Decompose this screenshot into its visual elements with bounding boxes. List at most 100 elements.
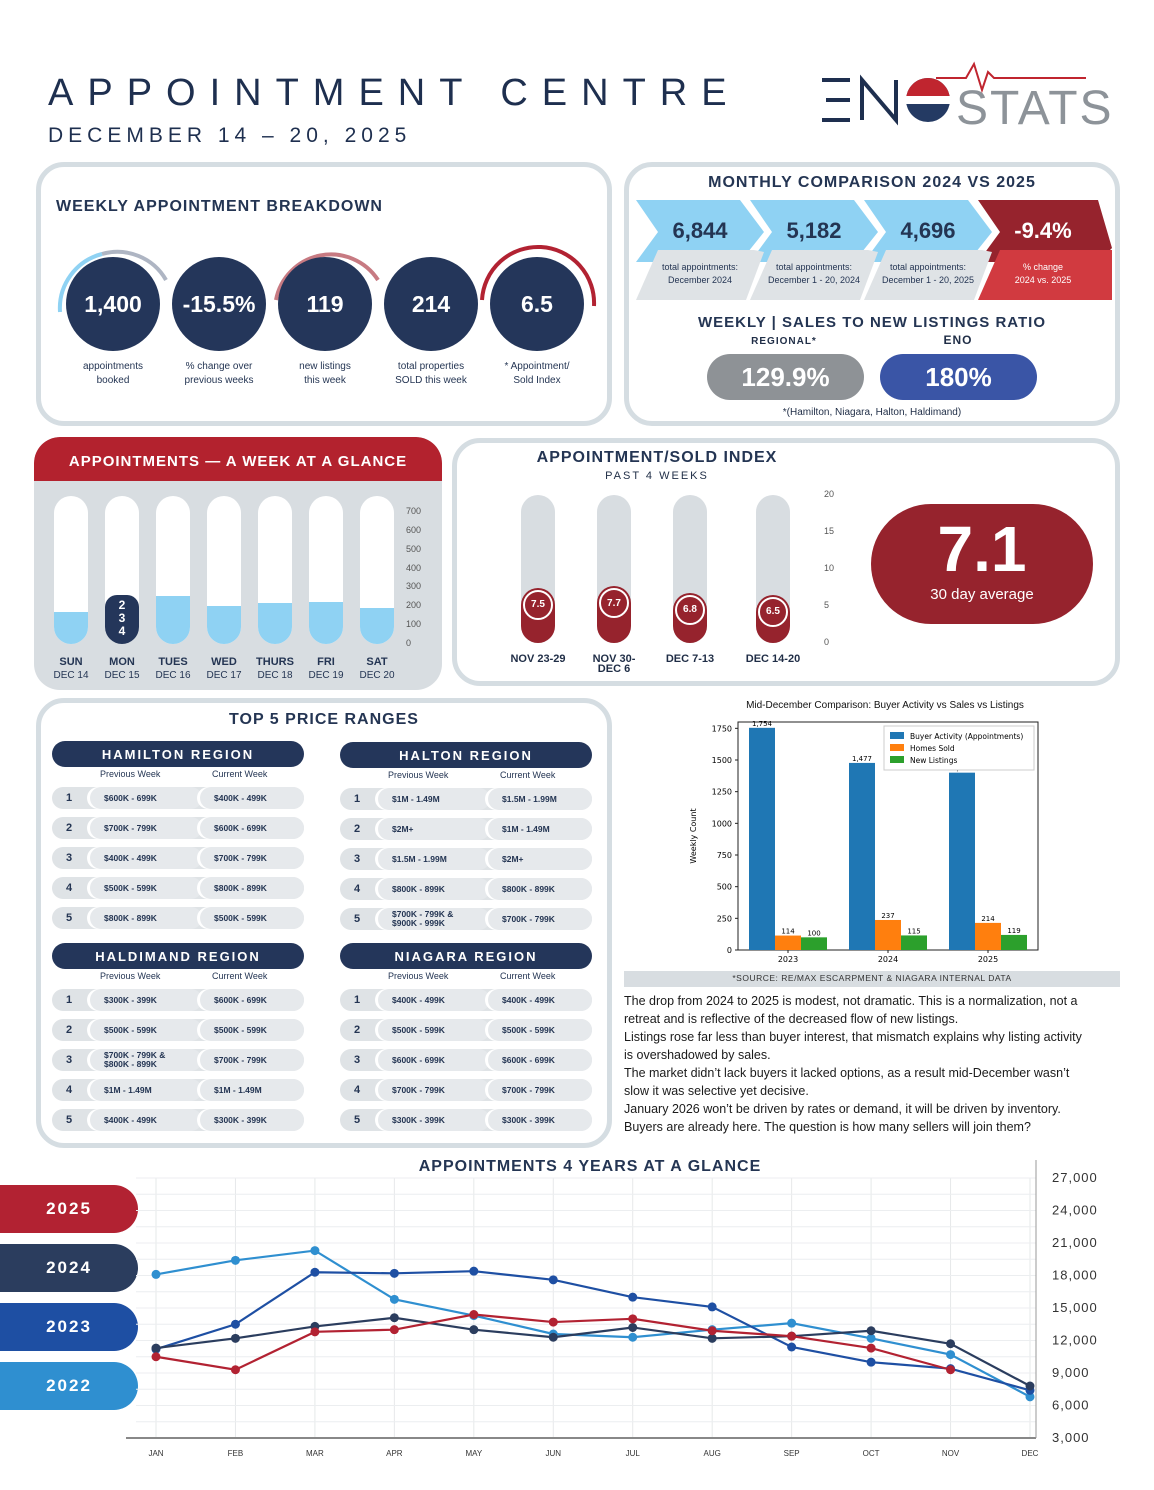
day-bar-track (54, 496, 88, 644)
legend-swatch (890, 744, 904, 751)
regional-ratio-pill: 129.9% (707, 354, 864, 400)
grouped-bar (775, 935, 801, 950)
price-rank: 1 (354, 994, 361, 1006)
regional-label: REGIONAL* (751, 336, 817, 347)
bar-value-label: 100 (807, 929, 820, 937)
price-rank: 4 (354, 883, 361, 895)
series-point-2024 (469, 1325, 479, 1335)
day-label: MON (109, 656, 135, 668)
y-tick-label: 100 (406, 619, 422, 630)
series-point-2025 (866, 1343, 876, 1353)
series-point-2023 (548, 1275, 558, 1285)
y-tick-label: 1250 (712, 788, 732, 797)
ratio-footnote: *(Hamilton, Niagara, Halton, Haldimand) (782, 407, 962, 418)
day-label: TUES (158, 656, 188, 668)
y-tick-label: 18,000 (1052, 1268, 1098, 1283)
curr-week-range: $2M+ (488, 848, 592, 870)
curr-week-header: Current Week (212, 971, 268, 981)
curr-week-range: $500K - 599K (200, 907, 304, 929)
date-label: DEC 16 (155, 670, 191, 681)
eno-ratio-pill: 180% (880, 354, 1037, 400)
region-header: NIAGARA REGION (340, 943, 592, 969)
prev-week-range: $800K - 899K (90, 907, 202, 929)
series-point-2024 (707, 1333, 717, 1343)
stat-label: total properties SOLD this week (395, 361, 467, 386)
series-point-2023 (389, 1268, 399, 1278)
grouped-bar (975, 922, 1001, 950)
grouped-bar (849, 762, 875, 950)
day-label: THURS (256, 656, 294, 668)
series-point-2024 (230, 1333, 240, 1343)
month-label: MAY (465, 1449, 482, 1458)
y-tick-label: 1750 (712, 724, 732, 733)
day-label: WED (211, 656, 237, 668)
index-category-label: DEC 14-20 (745, 653, 801, 665)
index-category-label: DEC 7-13 (665, 653, 715, 665)
source-note: *SOURCE: RE/MAX ESCARPMENT & NIAGARA INT… (732, 973, 1012, 983)
x-tick-label: 2024 (878, 955, 898, 964)
series-point-2023 (310, 1267, 320, 1277)
y-tick-label: 0 (406, 638, 412, 648)
date-label: DEC 14 (53, 670, 89, 681)
series-point-2023 (787, 1342, 797, 1352)
day-bar-track (258, 496, 292, 644)
y-tick-label: 400 (406, 562, 422, 573)
date-label: DEC 20 (359, 670, 395, 681)
grouped-bar (749, 727, 775, 950)
prev-week-range: $800K - 899K (378, 878, 490, 900)
page-title: APPOINTMENT CENTRE (48, 72, 741, 114)
price-rank: 4 (66, 882, 73, 894)
curr-week-range: $1.5M - 1.99M (488, 788, 592, 810)
series-point-2024 (548, 1332, 558, 1342)
day-bar (54, 612, 88, 644)
monthly-label: total appointments: December 1 - 20, 202… (881, 262, 975, 285)
curr-week-range: $700K - 799K (488, 1079, 592, 1101)
prev-week-header: Previous Week (388, 770, 449, 780)
monthly-label: % change 2024 vs. 2025 (1014, 262, 1072, 285)
price-rank: 3 (354, 853, 361, 865)
price-rank: 5 (66, 1114, 73, 1126)
day-label: SUN (59, 656, 83, 668)
prev-week-range: $700K - 799K (90, 817, 202, 839)
legend-swatch (890, 756, 904, 763)
series-point-2023 (230, 1319, 240, 1329)
y-tick-label: 500 (717, 883, 732, 892)
series-point-2023 (866, 1357, 876, 1367)
index-bar-value: 7.5 (523, 589, 553, 620)
series-point-2024 (628, 1323, 638, 1332)
commentary-line: The drop from 2024 to 2025 is modest, no… (624, 994, 1078, 1008)
day-bar (309, 601, 343, 644)
curr-week-header: Current Week (500, 770, 556, 780)
stat-circle: -15.5% (172, 257, 266, 351)
month-label: DEC (1022, 1449, 1039, 1458)
weekly-breakdown-title: WEEKLY APPOINTMENT BREAKDOWN (56, 198, 383, 215)
series-point-2025 (628, 1314, 638, 1324)
day-bar-track (156, 496, 190, 644)
index-y-tick: 20 (824, 489, 835, 499)
y-tick-label: 15,000 (1052, 1300, 1098, 1315)
series-point-2025 (230, 1365, 240, 1375)
average-label: 30 day average (930, 586, 1034, 603)
monthly-label: total appointments: December 2024 (661, 262, 739, 285)
price-rank: 5 (354, 913, 361, 925)
bar-value-label: 114 (781, 928, 795, 936)
price-rank: 5 (66, 912, 73, 924)
series-point-2022 (230, 1255, 240, 1265)
curr-week-range: $300K - 399K (488, 1109, 592, 1131)
series-line-2024 (155, 1316, 1031, 1387)
series-point-2022 (310, 1246, 320, 1256)
day-bar-track: 2 3 4 (105, 496, 139, 644)
bar-value-label: 1,477 (852, 755, 872, 763)
curr-week-range: $700K - 799K (488, 908, 592, 930)
y-tick-label: 700 (406, 506, 422, 516)
series-line-2023 (155, 1270, 1031, 1392)
commentary: The drop from 2024 to 2025 is modest, no… (624, 992, 1124, 1136)
prev-week-range: $1M - 1.49M (378, 788, 490, 810)
region-header: HALDIMAND REGION (52, 943, 304, 969)
day-bar (360, 608, 394, 644)
bar-value-label: 115 (907, 927, 920, 935)
series-point-2024 (151, 1343, 161, 1353)
four-years-line-chart: JAN FEB MAR APR MAY JUN JUL AUG SEP OCT NOV DEC 27,0… (126, 1160, 1098, 1458)
x-tick-label: 2025 (978, 955, 998, 964)
week-glance-title: APPOINTMENTS — A WEEK AT A GLANCE (68, 453, 408, 470)
